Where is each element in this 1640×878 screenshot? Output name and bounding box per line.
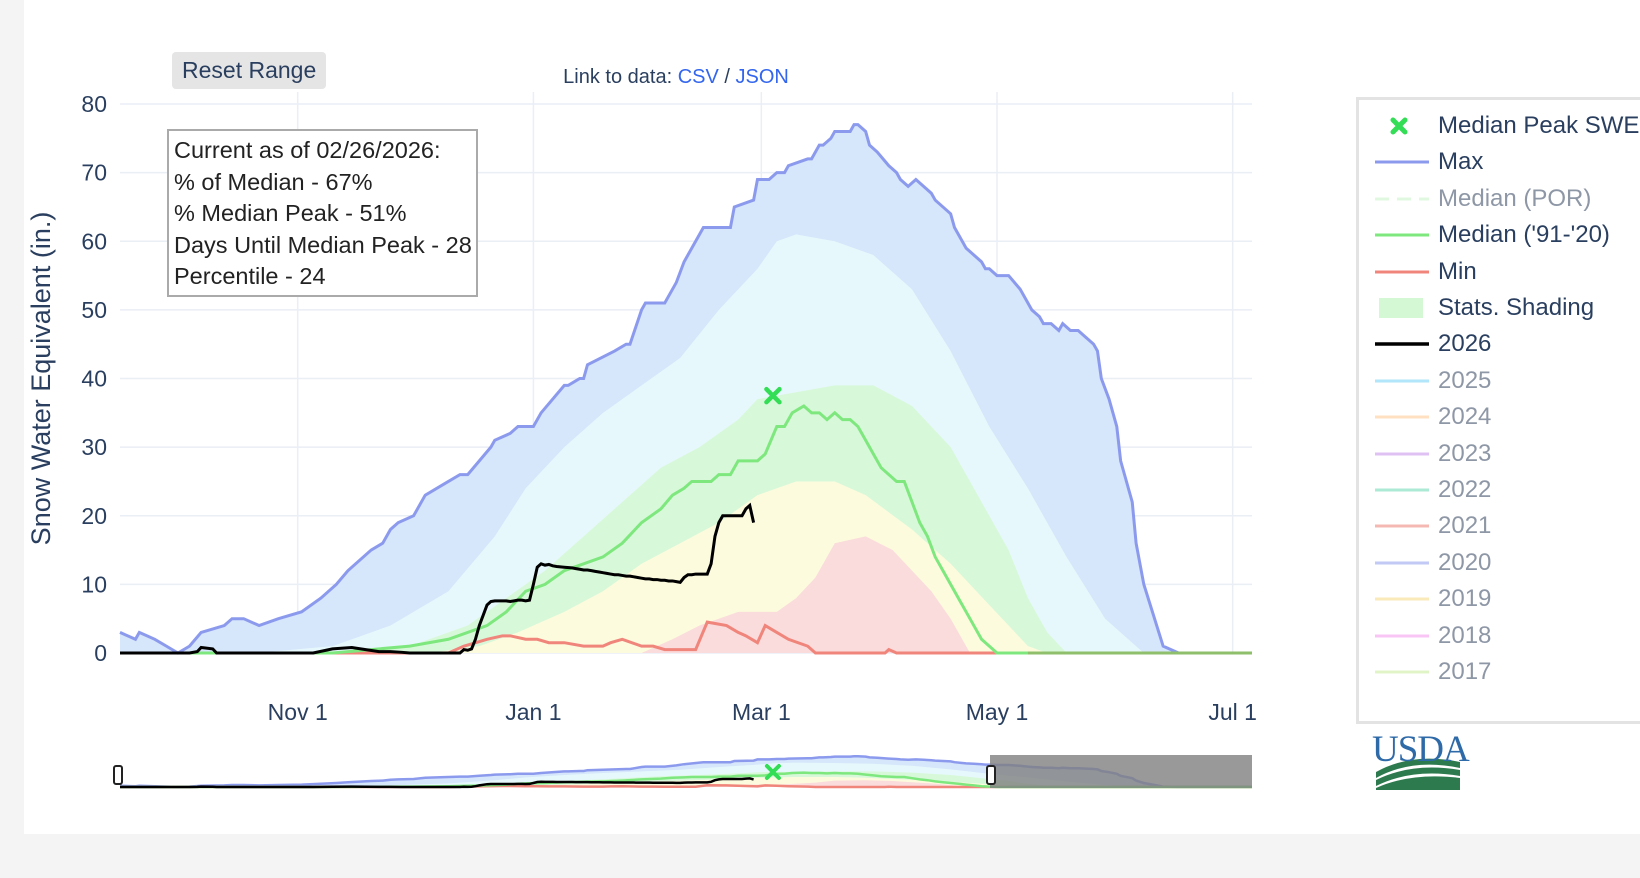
y-tick-label: 0 (94, 640, 107, 666)
x-tick-label: Nov 1 (268, 699, 328, 725)
max-line (119, 123, 1252, 655)
legend-symbol (1375, 452, 1429, 456)
y-tick-label: 40 (81, 366, 107, 392)
legend-item[interactable]: 2018 (1359, 617, 1640, 655)
legend-symbol-mark (1390, 117, 1408, 135)
swe-chart: 0 10 20 30 40 50 60 70 80 Nov 1 Jan 1 Mar 1 May 1 Jul… (26, 91, 1257, 789)
legend-symbol (1375, 342, 1429, 347)
chart-card: 0 10 20 30 40 50 60 70 80 Nov 1 Jan 1 Mar 1 May 1 Jul… (24, 0, 1640, 834)
legend-symbol (1375, 197, 1429, 201)
y-tick-label: 60 (81, 228, 107, 254)
y-tick-label: 30 (81, 434, 107, 460)
median-peak-x (764, 386, 782, 405)
x-tick-label: Jan 1 (505, 699, 561, 725)
legend-symbol (1375, 597, 1429, 601)
range-slider[interactable] (113, 754, 1252, 789)
legend-symbol (1375, 670, 1429, 674)
legend-label: Stats. Shading (1438, 294, 1595, 321)
legend-label: 2021 (1438, 512, 1492, 540)
legend-item[interactable]: 2020 (1359, 544, 1640, 582)
slider-current-line (120, 777, 754, 789)
legend-item[interactable]: 2017 (1359, 653, 1640, 691)
legend-symbol (1375, 524, 1429, 528)
info-percent-median: % of Median - 67% (174, 168, 373, 195)
slider-min-line (120, 783, 1252, 789)
legend-label: 2026 (1438, 330, 1492, 358)
info-percentile: Percentile - 24 (174, 263, 326, 289)
legend-item[interactable]: Median Peak SWE (1359, 107, 1640, 145)
legend-item[interactable]: Min (1359, 253, 1640, 291)
legend-symbol (1375, 488, 1429, 492)
current-year-line (120, 502, 756, 655)
y-tick-label: 50 (81, 297, 107, 323)
legend-item[interactable]: Stats. Shading (1359, 289, 1640, 327)
median-line (120, 404, 1252, 655)
slider-median-peak-marker (764, 764, 781, 780)
legend-item[interactable]: 2024 (1359, 398, 1640, 436)
legend-label: 2024 (1438, 403, 1492, 431)
legend-label: 2018 (1438, 621, 1492, 649)
median-peak-marker (764, 386, 782, 405)
json-link[interactable]: JSON (735, 66, 789, 88)
x-tick-label: Mar 1 (732, 699, 791, 725)
legend-item[interactable]: 2019 (1359, 580, 1640, 618)
legend-item[interactable]: 2025 (1359, 362, 1640, 400)
legend-label: 2017 (1438, 658, 1492, 685)
info-days-until-peak: Days Until Median Peak - 28 (174, 231, 472, 258)
legend-label: Min (1438, 257, 1477, 285)
y-axis-title: Snow Water Equivalent (in.) (26, 212, 56, 546)
legend-label: 2022 (1438, 476, 1492, 503)
legend-item[interactable]: Median (POR) (1359, 180, 1640, 218)
p50-band (120, 481, 1252, 653)
legend-symbol (1390, 117, 1408, 135)
legend-label: Median Peak SWE (1438, 112, 1640, 139)
data-links-prefix: Link to data: (563, 66, 673, 88)
legend-label: 2023 (1438, 439, 1492, 467)
legend-item[interactable]: 2026 (1359, 325, 1640, 363)
legend-symbol (1375, 379, 1429, 383)
legend: Median Peak SWE Max Median (POR) Median ('9… (1356, 97, 1640, 724)
min-line (120, 620, 1252, 655)
x-tick-label: May 1 (966, 699, 1029, 725)
legend-label: Max (1438, 148, 1484, 176)
legend-symbol (1375, 634, 1429, 638)
info-percent-median-peak: % Median Peak - 51% (174, 200, 407, 226)
legend-label: Median (POR) (1438, 184, 1592, 212)
data-links: Link to data: CSV / JSON (24, 66, 1328, 89)
slider-right-handle[interactable] (986, 765, 996, 785)
slider-mask (990, 755, 1252, 788)
legend-item[interactable]: 2021 (1359, 507, 1640, 545)
current-status-box: Current as of 02/26/2026: % of Median - … (167, 129, 478, 297)
legend-symbol (1375, 160, 1429, 164)
y-tick-label: 70 (81, 160, 107, 186)
legend-item[interactable]: Max (1359, 143, 1640, 181)
legend-item[interactable]: 2023 (1359, 435, 1640, 473)
y-tick-label: 10 (81, 571, 107, 597)
legend-symbol (1375, 561, 1429, 565)
legend-symbol (1375, 233, 1429, 237)
usda-logo (1376, 758, 1460, 790)
legend-item[interactable]: Median ('91-'20) (1359, 216, 1640, 254)
csv-link[interactable]: CSV (677, 66, 719, 88)
info-current-date: Current as of 02/26/2026: (174, 137, 441, 163)
legend-item[interactable]: 2022 (1359, 471, 1640, 509)
legend-symbol-mark (1379, 298, 1423, 318)
legend-symbol (1375, 270, 1429, 274)
legend-label: 2020 (1438, 548, 1492, 576)
x-tick-label: Jul 1 (1208, 699, 1257, 725)
legend-symbol (1375, 415, 1429, 419)
legend-label: 2019 (1438, 585, 1492, 613)
y-tick-label: 20 (81, 503, 107, 529)
reset-range-button[interactable]: Reset Range (172, 52, 327, 89)
slider-left-handle[interactable] (113, 765, 123, 785)
y-tick-label: 80 (81, 91, 107, 117)
legend-symbol (1379, 298, 1423, 318)
legend-label: 2025 (1438, 366, 1492, 394)
legend-label: Median ('91-'20) (1438, 221, 1610, 249)
data-links-separator: / (724, 66, 730, 88)
usda-logo-text: USDA (1372, 729, 1470, 770)
